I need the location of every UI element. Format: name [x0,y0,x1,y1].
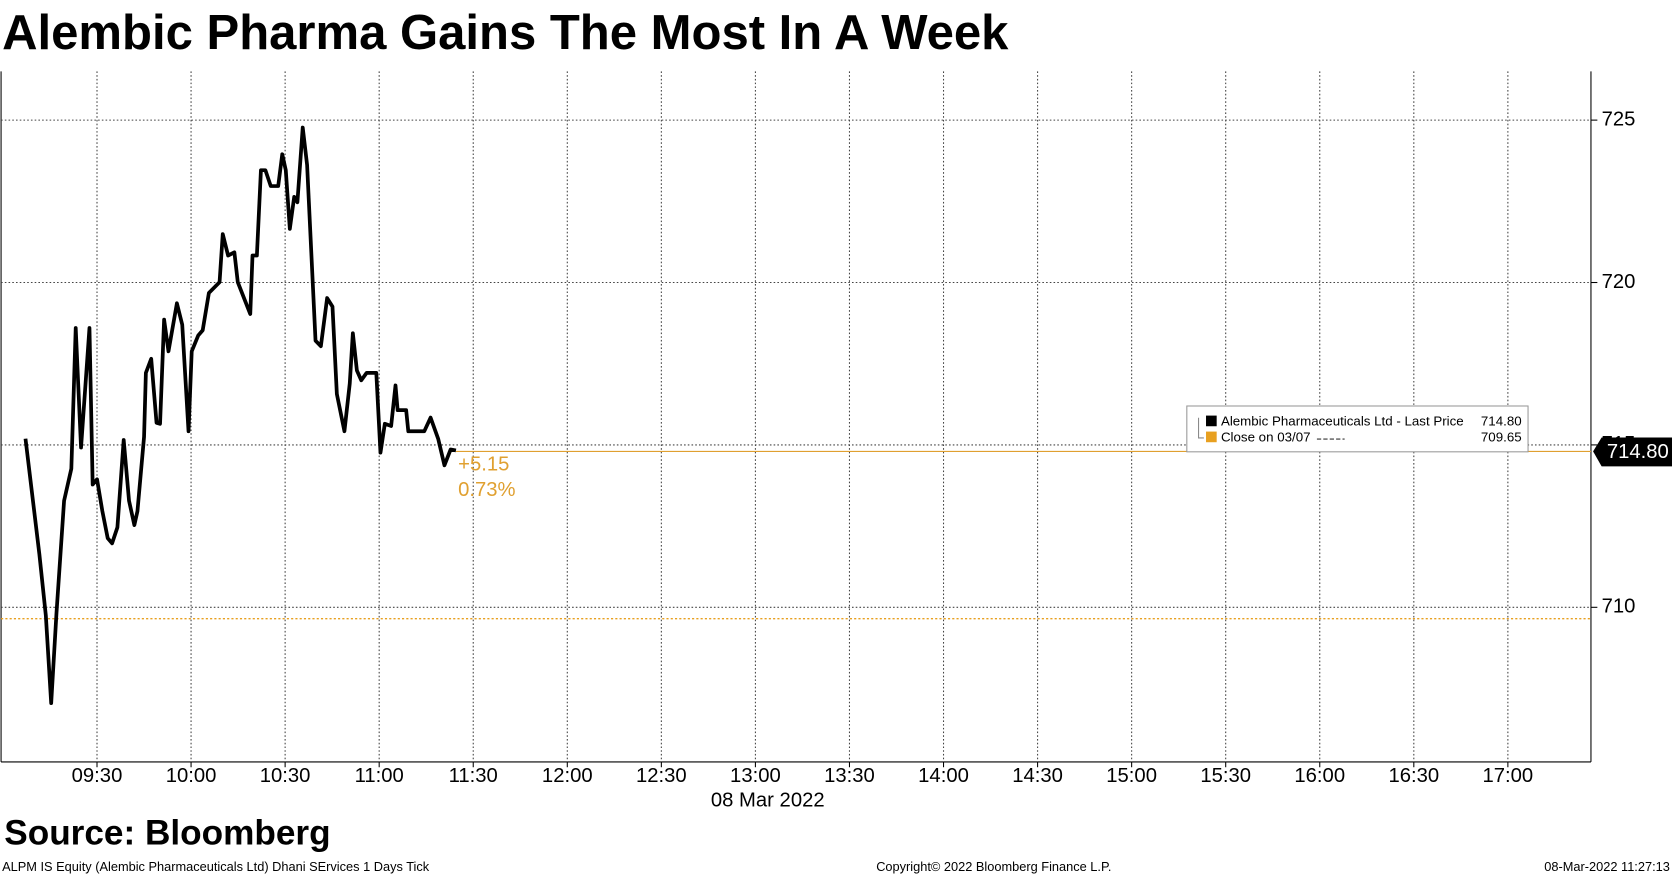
x-tick-label: 13:00 [730,765,781,787]
price-line [23,125,457,705]
x-tick-label: 09:30 [72,765,123,787]
footer-left: ALPM IS Equity (Alembic Pharmaceuticals … [2,859,430,874]
x-tick-label: 13:30 [824,765,875,787]
x-tick-label: 17:00 [1483,765,1534,787]
x-tick-label: 12:30 [636,765,687,787]
legend-box [1186,405,1529,453]
x-tick-label: 11:00 [355,765,404,787]
x-axis-label: 08 Mar 2022 [711,790,825,812]
y-tick-label: 725 [1602,108,1636,130]
footer-center: Copyright© 2022 Bloomberg Finance L.P. [876,859,1111,874]
x-tick-label: 16:30 [1388,765,1439,787]
last-price-tag-label: 714.80 [1607,441,1669,463]
y-tick-label: 710 [1602,596,1636,618]
source: Source: Bloomberg [4,814,330,853]
x-tick-label: 12:00 [542,765,593,787]
x-tick-label: 10:30 [260,765,311,787]
legend-bracket [1198,417,1204,439]
x-tick-label: 11:30 [449,765,498,787]
change-pct-label: 0.73% [458,479,515,501]
x-tick-label: 16:00 [1294,765,1345,787]
last-price-tag [1593,437,1672,467]
x-tick-label: 15:00 [1106,765,1157,787]
chart-title: Alembic Pharma Gains The Most In A Week [2,6,1009,60]
x-tick-label: 10:00 [166,765,217,787]
x-tick-label: 14:30 [1012,765,1063,787]
legend-value: 714.80 [1481,414,1522,429]
legend-swatch [1206,431,1217,443]
legend-label: Close on 03/07 [1221,429,1311,444]
footer-right: 08-Mar-2022 11:27:13 [1544,859,1670,874]
legend-swatch [1206,415,1217,427]
legend-label: Alembic Pharmaceuticals Ltd - Last Price [1221,414,1464,429]
legend-value: 709.65 [1481,429,1522,444]
x-tick-label: 15:30 [1200,765,1251,787]
y-tick-label: 720 [1602,271,1636,293]
change-label: +5.15 [458,454,509,476]
x-tick-label: 14:00 [918,765,969,787]
